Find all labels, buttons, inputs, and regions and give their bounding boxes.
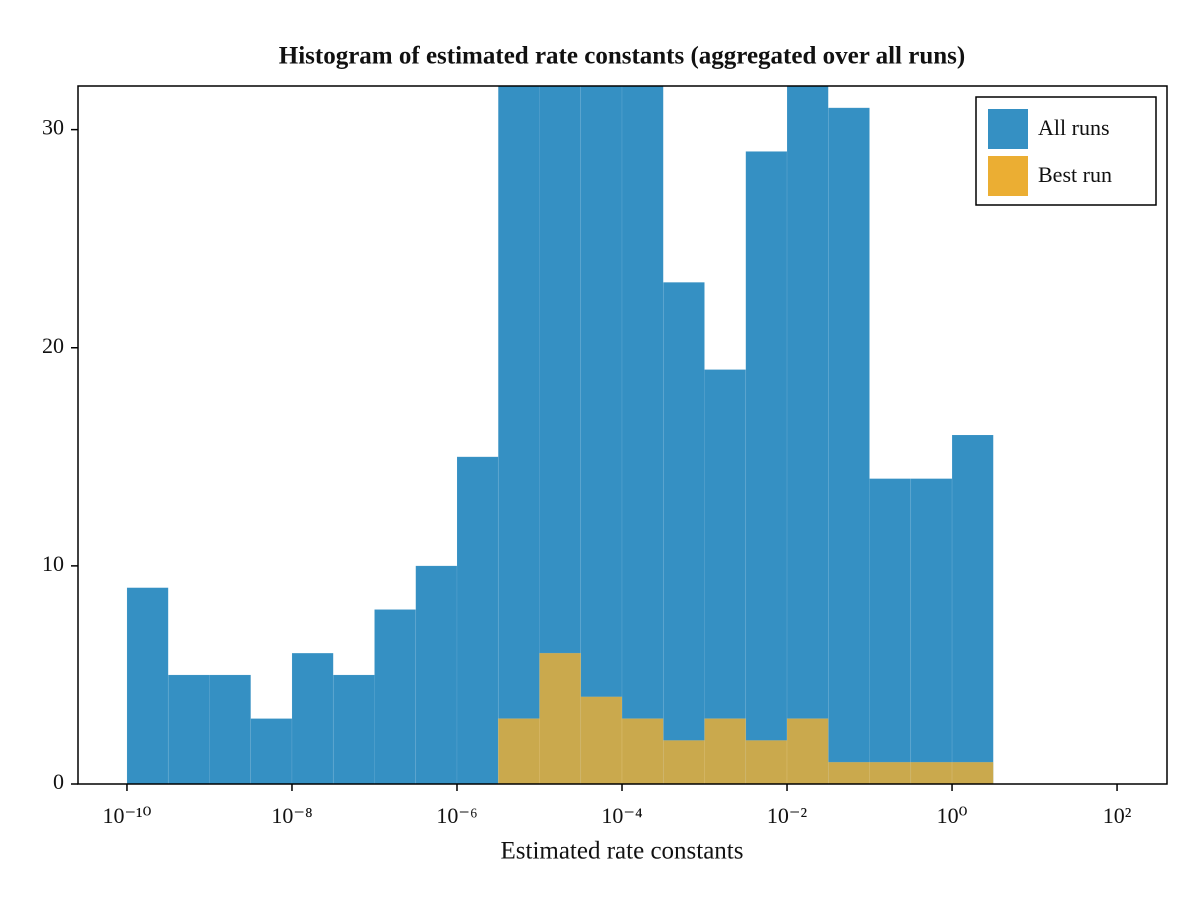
histogram-bar [250,718,293,784]
histogram-bar [827,761,870,784]
histogram-bar [332,674,375,784]
histogram-bar [662,740,705,784]
histogram-bar [869,478,912,784]
x-axis-label: Estimated rate constants [501,838,744,865]
histogram-bar [209,674,252,784]
histogram-bar [580,696,623,784]
histogram-bar [456,456,499,784]
x-tick-label: 10⁻⁴ [601,803,643,828]
histogram-bar [910,478,953,784]
legend-label: All runs [1038,115,1110,140]
histogram-bar [910,761,953,784]
x-tick-label: 10⁻¹⁰ [102,803,151,828]
legend-swatch [988,156,1028,196]
histogram-bar [621,718,664,784]
x-tick-label: 10⁻⁶ [436,803,477,828]
histogram-bar [497,86,540,784]
histogram-bar [786,718,829,784]
histogram-bar [662,282,705,784]
y-tick-label: 20 [42,333,64,358]
histogram-bar [497,718,540,784]
histogram-bar [745,740,788,784]
x-tick-label: 10² [1103,803,1132,828]
histogram-bar [704,718,747,784]
y-tick-label: 10 [42,551,64,576]
histogram-bar [951,761,994,784]
histogram-bar [291,652,334,784]
y-tick-label: 0 [53,769,64,794]
histogram-bar [786,86,829,784]
histogram-bar [374,609,417,784]
x-tick-label: 10⁻⁸ [271,803,312,828]
x-tick-label: 10⁰ [937,803,968,828]
histogram-bar [745,151,788,784]
legend-label: Best run [1038,162,1112,187]
histogram-bar [951,434,994,784]
x-tick-label: 10⁻² [767,803,808,828]
histogram-bar [167,674,210,784]
histogram-bar [539,652,582,784]
y-tick-label: 30 [42,115,64,140]
histogram-bar [704,369,747,784]
histogram-bar [126,587,169,784]
histogram-bar [415,565,458,784]
histogram-bar [580,86,623,784]
plot-area [126,86,994,784]
chart-title: Histogram of estimated rate constants (a… [279,43,965,70]
histogram-bar [869,761,912,784]
histogram-bar [827,107,870,784]
histogram-bar [621,86,664,784]
legend-swatch [988,109,1028,149]
